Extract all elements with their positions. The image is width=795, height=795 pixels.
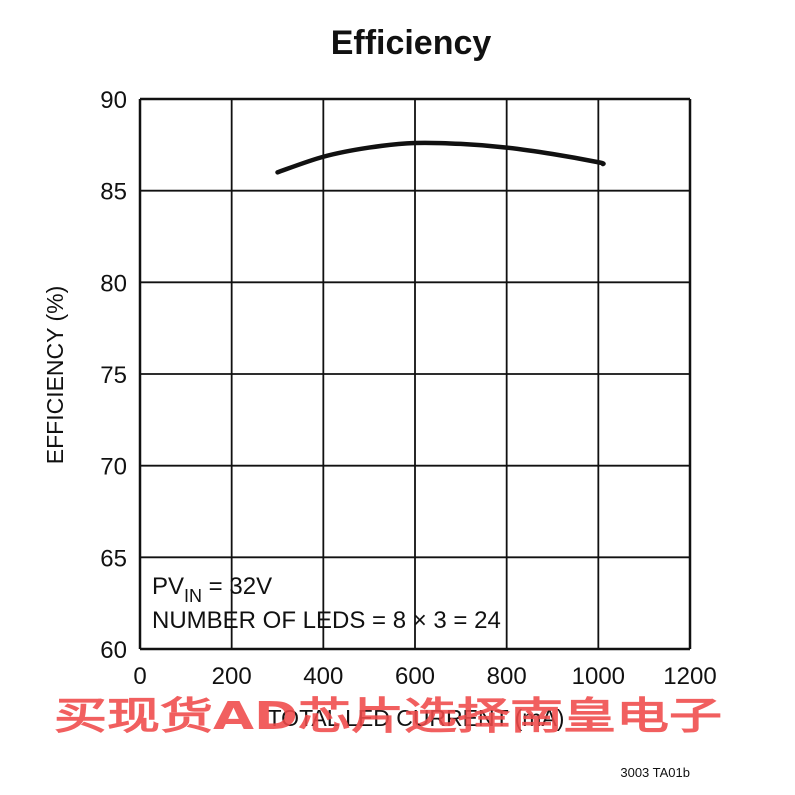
x-tick-label: 0 <box>133 663 146 690</box>
grid <box>138 97 692 651</box>
x-tick-label: 1000 <box>572 663 625 690</box>
efficiency-line <box>275 140 606 175</box>
x-tick-label: 1200 <box>663 663 716 690</box>
x-tick-label: 200 <box>212 663 252 690</box>
x-tick-label: 400 <box>303 663 343 690</box>
chart-title: Efficiency <box>331 24 492 62</box>
tick-labels: 0 200 400 600 800 1000 1200 60 65 70 75 80 85 90 <box>100 87 716 690</box>
y-tick-label: 60 <box>100 637 127 664</box>
y-tick-label: 70 <box>100 454 127 481</box>
x-tick-label: 800 <box>487 663 527 690</box>
x-axis-label: TOTAL LED CURRENT (mA) <box>268 705 565 731</box>
y-tick-label: 65 <box>100 545 127 572</box>
watermark-text: 买现货AD芯片选择南皇电子 <box>54 694 722 738</box>
pv-in-annotation: PVIN = 32V <box>152 573 272 606</box>
led-count-annotation: NUMBER OF LEDS = 8 × 3 = 24 <box>152 607 501 634</box>
y-axis-label: EFFICIENCY (%) <box>42 286 68 464</box>
y-tick-label: 90 <box>100 87 127 114</box>
figure-code: 3003 TA01b <box>620 765 690 780</box>
y-tick-label: 75 <box>100 362 127 389</box>
x-tick-label: 600 <box>395 663 435 690</box>
y-tick-label: 80 <box>100 270 127 297</box>
y-tick-label: 85 <box>100 179 127 206</box>
